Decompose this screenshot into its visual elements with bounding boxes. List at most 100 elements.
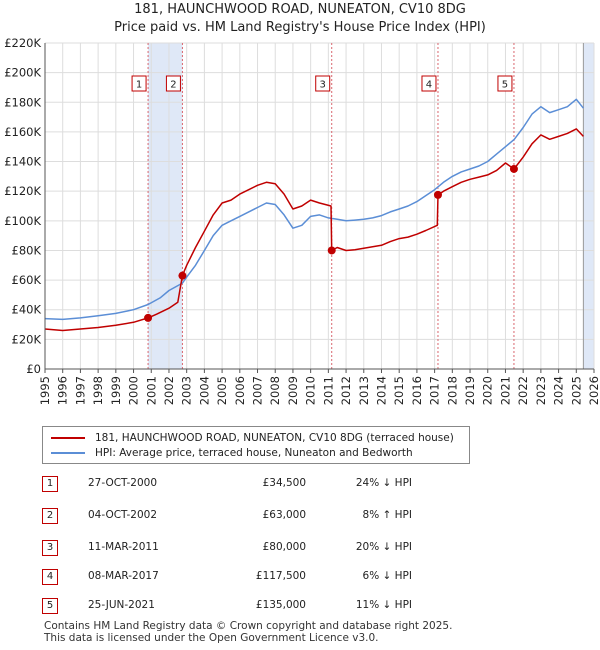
y-tick-label: £20K [12,332,42,346]
x-tick-label: 2016 [410,376,424,405]
transaction-price: £80,000 [262,541,306,553]
y-tick-label: £180K [4,95,41,109]
x-tick-label: 2017 [428,376,442,405]
legend-swatch-hpi [51,452,85,454]
x-tick-label: 2024 [552,376,566,405]
y-tick-label: £200K [4,66,41,80]
footer-license: This data is licensed under the Open Gov… [44,632,379,644]
transaction-number: 5 [42,598,58,614]
x-tick-label: 1999 [109,376,123,405]
x-tick-label: 2025 [569,376,583,405]
y-tick-label: £140K [4,155,41,169]
sale-label: 4 [426,80,432,91]
transaction-row: 3 11-MAR-2011 £80,000 20% ↓ HPI [42,540,462,558]
transaction-hpi: 6% ↓ HPI [362,570,412,582]
legend-item-property: 181, HAUNCHWOOD ROAD, NUNEATON, CV10 8DG… [51,431,454,445]
sale-label-box [315,75,331,92]
legend-item-hpi: HPI: Average price, terraced house, Nune… [51,446,413,460]
shaded-range [583,43,594,369]
transaction-hpi: 20% ↓ HPI [355,541,412,553]
legend-swatch-property [51,437,85,439]
transaction-price: £63,000 [262,509,306,521]
sale-point [327,246,336,255]
transaction-number: 3 [42,540,58,556]
x-tick-label: 2013 [357,376,371,405]
y-tick-label: £220K [4,36,41,50]
transaction-price: £117,500 [255,570,306,582]
x-tick-label: 2018 [445,376,459,405]
chart-legend: 181, HAUNCHWOOD ROAD, NUNEATON, CV10 8DG… [42,426,470,464]
sale-point [178,271,187,280]
x-tick-label: 2011 [321,376,335,405]
transaction-row: 5 25-JUN-2021 £135,000 11% ↓ HPI [42,598,462,616]
y-tick-label: £120K [4,184,41,198]
y-tick-label: £100K [4,214,41,228]
x-tick-label: 2015 [392,376,406,405]
sale-label-box [421,75,437,92]
price-chart: 1 2 3 4 5 £0 £20K £40K £60K £80K £100K £120K £140K £1… [4,36,600,405]
footer-copyright: Contains HM Land Registry data © Crown c… [44,620,453,632]
y-tick-label: £40K [12,303,42,317]
transaction-date: 04-OCT-2002 [88,509,157,521]
transaction-number: 2 [42,508,58,524]
transaction-row: 4 08-MAR-2017 £117,500 6% ↓ HPI [42,569,462,587]
legend-label-hpi: HPI: Average price, terraced house, Nune… [95,447,413,459]
x-tick-label: 1998 [91,376,105,405]
transaction-date: 08-MAR-2017 [88,570,159,582]
shaded-range [148,43,183,369]
x-tick-label: 2009 [286,376,300,405]
transaction-date: 25-JUN-2021 [88,599,155,611]
x-tick-label: 2012 [339,376,353,405]
transaction-date: 27-OCT-2000 [88,477,157,489]
x-tick-label: 1997 [73,376,87,405]
x-tick-label: 2014 [374,376,388,405]
y-tick-label: £60K [12,273,42,287]
x-tick-label: 2006 [233,376,247,405]
transaction-row: 2 04-OCT-2002 £63,000 8% ↑ HPI [42,508,462,526]
x-tick-label: 2020 [481,376,495,405]
sale-label: 3 [320,80,326,91]
sale-label: 1 [136,80,142,91]
x-tick-label: 2005 [215,376,229,405]
x-tick-label: 2010 [304,376,318,405]
sale-point [509,164,518,173]
x-tick-label: 2007 [251,376,265,405]
transaction-hpi: 24% ↓ HPI [355,477,412,489]
property-series-line [44,128,584,332]
x-tick-label: 1995 [38,376,52,405]
sale-label-box [165,75,181,92]
transaction-hpi: 11% ↓ HPI [355,599,412,611]
x-tick-label: 2019 [463,376,477,405]
x-tick-label: 2000 [127,376,141,405]
sale-label-box [131,75,147,92]
x-tick-label: 2003 [180,376,194,405]
transaction-price: £34,500 [262,477,306,489]
chart-title: 181, HAUNCHWOOD ROAD, NUNEATON, CV10 8DG [134,2,466,17]
transaction-price: £135,000 [255,599,306,611]
legend-label-property: 181, HAUNCHWOOD ROAD, NUNEATON, CV10 8DG… [95,432,454,444]
transaction-number: 4 [42,569,58,585]
sale-label: 2 [170,80,176,91]
transaction-row: 1 27-OCT-2000 £34,500 24% ↓ HPI [42,476,462,494]
x-tick-label: 2021 [498,376,512,405]
transaction-date: 11-MAR-2011 [88,541,159,553]
sale-point [144,313,153,322]
x-tick-label: 2001 [144,376,158,405]
x-tick-label: 2026 [587,376,600,405]
sale-point [433,190,442,199]
chart-subtitle: Price paid vs. HM Land Registry's House … [114,20,486,35]
x-tick-label: 2002 [162,376,176,405]
transaction-number: 1 [42,476,58,492]
hpi-series-line [44,98,584,321]
sale-label-box [497,75,513,92]
x-tick-label: 2023 [534,376,548,405]
x-tick-label: 2022 [516,376,530,405]
plot-area [45,43,594,369]
x-tick-label: 2004 [197,376,211,405]
y-tick-label: £160K [4,125,41,139]
x-tick-label: 2008 [268,376,282,405]
y-tick-label: £0 [26,362,41,376]
x-tick-label: 1996 [56,376,70,405]
sale-label: 5 [502,80,508,91]
transaction-hpi: 8% ↑ HPI [362,509,412,521]
